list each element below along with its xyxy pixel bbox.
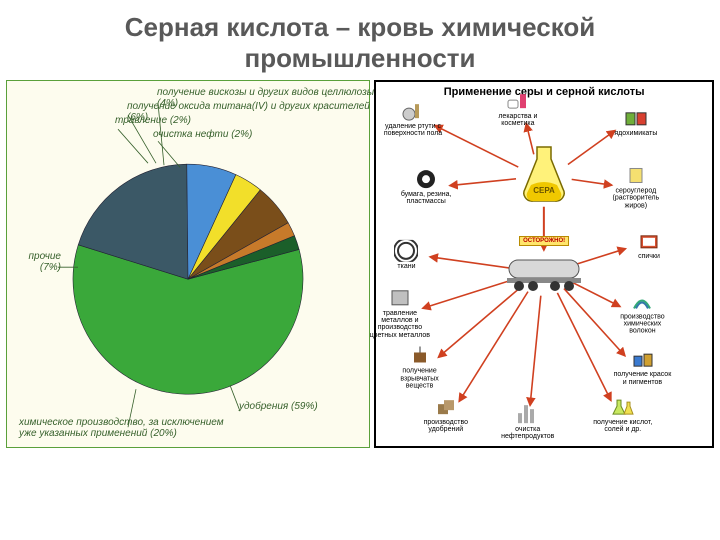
tank-icon [499, 252, 589, 292]
refine-icon [515, 403, 541, 425]
pest-icon [623, 107, 649, 129]
node-label: бумага, резина, пластмассы [395, 191, 457, 206]
label-chem: химическое производство, за исключением … [19, 417, 239, 439]
pie-panel: получение вискозы и других видов целлюло… [6, 80, 370, 448]
node-label: травление металлов и производство цветны… [369, 310, 431, 339]
content-row: получение вискозы и других видов целлюло… [0, 80, 720, 448]
label-etch: травление (2%) [115, 115, 191, 126]
page-title: Серная кислота – кровь химической промыш… [0, 0, 720, 80]
node-label: получение кислот, солей и др. [592, 419, 654, 434]
pie-chart [8, 89, 368, 469]
node-label: ткани [375, 263, 437, 270]
node-refine: очистка нефтепродуктов [497, 403, 559, 441]
node-meds: лекарства и косметика [487, 90, 549, 128]
node-label: получение взрывчатых веществ [389, 368, 451, 390]
flask-icon: СЕРА [517, 143, 571, 211]
node-label: очистка нефтепродуктов [497, 426, 559, 441]
acids-icon [610, 396, 636, 418]
fert-icon [433, 396, 459, 418]
warning-label: ОСТОРОЖНО! [519, 236, 569, 246]
node-pest: ядохимикаты [605, 107, 667, 137]
paint-icon [629, 348, 655, 370]
node-label: удаление ртути с поверхности пола [382, 123, 444, 138]
node-fabric: ткани [375, 240, 437, 270]
pie-wrap: получение вискозы и других видов целлюло… [7, 81, 369, 447]
node-fert: производство удобрений [415, 396, 477, 434]
cs2-icon [623, 164, 649, 186]
node-paint: получение красок и пигментов [611, 348, 673, 386]
fiber-icon [629, 290, 655, 312]
node-label: сероуглерод (растворитель жиров) [605, 187, 667, 209]
node-label: лекарства и косметика [487, 113, 549, 128]
matches-icon [636, 230, 662, 252]
node-explo: получение взрывчатых веществ [389, 345, 451, 390]
node-label: производство химических волокон [611, 313, 673, 335]
node-label: спички [618, 253, 680, 260]
node-fiber: производство химических волокон [611, 290, 673, 335]
label-fert: удобрения (59%) [239, 401, 318, 412]
node-label: производство удобрений [415, 419, 477, 434]
node-matches: спички [618, 230, 680, 260]
spider-panel: Применение серы и серной кислоты СЕРА ОС… [374, 80, 714, 448]
label-oil: очистка нефти (2%) [153, 129, 252, 140]
node-acids: получение кислот, солей и др. [592, 396, 654, 434]
node-cs2: сероуглерод (растворитель жиров) [605, 164, 667, 209]
flask-label: СЕРА [533, 186, 555, 195]
node-label: ядохимикаты [605, 130, 667, 137]
metal-icon [387, 287, 413, 309]
meds-icon [505, 90, 531, 112]
explo-icon [407, 345, 433, 367]
node-label: получение красок и пигментов [611, 371, 673, 386]
node-mercury: удаление ртути с поверхности пола [382, 100, 444, 138]
mercury-icon [400, 100, 426, 122]
spider-diagram: СЕРА ОСТОРОЖНО! удаление ртути с поверхн… [380, 102, 708, 442]
label-other: прочие (7%) [13, 251, 61, 273]
paper-icon [413, 168, 439, 190]
fabric-icon [393, 240, 419, 262]
node-paper: бумага, резина, пластмассы [395, 168, 457, 206]
node-metal: травление металлов и производство цветны… [369, 287, 431, 339]
